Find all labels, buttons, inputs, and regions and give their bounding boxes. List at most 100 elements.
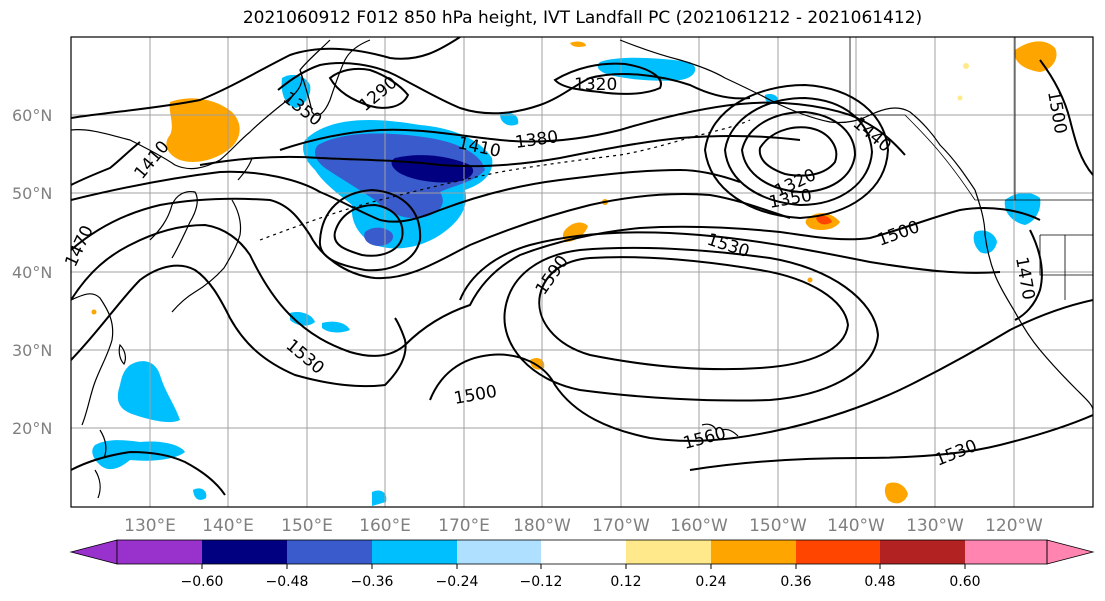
colorbar-tick-label: −0.36 — [351, 574, 394, 590]
ivt-negative-subtropics-4 — [322, 321, 350, 333]
contour-1530-se — [689, 414, 1093, 471]
colorbar-ticks — [201, 564, 966, 569]
west-america-coast — [974, 189, 1093, 411]
colorbar-bin — [202, 540, 287, 564]
lon-label-160e: 160°E — [359, 516, 411, 536]
colorbar-outline — [116, 539, 1048, 565]
colorbar-tick-label: −0.24 — [436, 574, 479, 590]
lon-label-150w: 150°W — [749, 516, 807, 536]
contour-gyre-low-1 — [333, 203, 404, 257]
contour-1500-south — [429, 299, 1093, 442]
ivt-positive-tiny-6 — [91, 309, 97, 315]
colorbar: −0.60 −0.48 −0.36 −0.24 −0.12 0.12 0.24 … — [69, 539, 1095, 590]
colorbar-tick-label: 0.24 — [695, 574, 726, 590]
ivt-negative-subtropics-5 — [372, 490, 387, 506]
japan-coast — [171, 157, 253, 313]
taiwan-coast — [118, 343, 126, 366]
ivt-positive-canada — [1014, 41, 1057, 72]
contour-label: 1380 — [514, 127, 560, 153]
ivt-negative-subtropics-2 — [92, 440, 185, 470]
kamchatka-coast — [299, 39, 371, 116]
contour-label: 1500 — [452, 382, 498, 409]
colorbar-tick-label: −0.60 — [181, 574, 224, 590]
lon-label-130w: 130°W — [906, 516, 964, 536]
graticule — [71, 37, 1093, 507]
contour-label: 1320 — [574, 75, 617, 95]
colorbar-tick-label: 0.60 — [949, 574, 980, 590]
contour-label: 1470 — [61, 222, 97, 270]
contour-1500 — [71, 207, 1041, 357]
contour-1500-east — [1039, 59, 1093, 176]
colorbar-bin — [541, 540, 626, 564]
colorbar-bin — [372, 540, 457, 564]
lat-label-50n: 50°N — [12, 184, 52, 203]
colorbar-tick-label: 0.12 — [610, 574, 641, 590]
ivt-negative-subtropics-6 — [193, 488, 207, 500]
lat-label-60n: 60°N — [12, 106, 52, 125]
contour-label: 1500 — [1043, 89, 1070, 135]
contour-1380-main — [279, 101, 906, 156]
colorbar-tick-label: −0.48 — [266, 574, 309, 590]
contour-1530-main — [459, 231, 1001, 301]
contour-label: 1530 — [704, 230, 751, 262]
ivt-positive-tiny-4 — [963, 63, 969, 69]
contour-label: 1500 — [875, 217, 922, 251]
contour-gulf-low-3 — [723, 96, 874, 207]
ivt-positive-manchuria — [166, 98, 240, 162]
ivt-positive-se — [884, 482, 908, 504]
contour-1290-low — [328, 67, 410, 109]
colorbar-tick-label: 0.36 — [780, 574, 811, 590]
lat-label-30n: 30°N — [12, 341, 52, 360]
contour-label: 1530 — [932, 436, 980, 471]
colorbar-extend-min — [69, 539, 118, 565]
lon-label-180w: 180°W — [513, 516, 571, 536]
lon-label-170e: 170°E — [438, 516, 490, 536]
contour-1530-west — [71, 450, 226, 496]
lon-label-160w: 160°W — [670, 516, 728, 536]
ivt-positive-gulf-core — [816, 215, 832, 225]
contour-edge-west — [71, 141, 141, 186]
contour-gulf-low-2 — [740, 110, 857, 194]
colorbar-bin — [287, 540, 372, 564]
latitude-labels: 60°N 50°N 40°N 30°N 20°N — [12, 106, 52, 438]
colorbar-tick-label: 0.48 — [864, 574, 895, 590]
contour-1410-north — [71, 37, 461, 119]
colorbar-bin — [965, 540, 1047, 564]
state-border-1 — [1039, 234, 1093, 300]
lon-label-120w: 120°W — [985, 516, 1043, 536]
ivt-negative-kamchatka — [281, 74, 311, 108]
contour-label: 1470 — [1011, 255, 1038, 301]
ivt-negative-pnw-2 — [973, 230, 997, 254]
ivt-negative-region-mid — [314, 133, 485, 219]
contour-1470 — [71, 193, 791, 280]
ivt-negative-aleutian-1 — [500, 112, 519, 126]
ivt-negative-small-1 — [364, 227, 394, 246]
china-coast — [71, 293, 114, 426]
contour-1530-south — [71, 264, 407, 388]
ivt-positive-tiny-3 — [807, 277, 813, 283]
hawaii-islands — [701, 423, 739, 437]
philippines-coast — [94, 429, 107, 499]
lon-label-140w: 140°W — [827, 516, 885, 536]
ivt-negative-pnw — [1004, 192, 1041, 225]
colorbar-bin — [796, 540, 880, 564]
colorbar-bin — [880, 540, 965, 564]
ivt-positive-tiny-5 — [957, 95, 963, 101]
colorbar-bin — [117, 540, 202, 564]
bc-alaska-border — [849, 37, 976, 201]
height-contours — [71, 37, 1093, 496]
contour-1410-main — [199, 134, 801, 168]
map-frame — [70, 36, 1094, 508]
ivt-negative-subtropics-1 — [117, 361, 180, 423]
ivt-positive-tiny-1 — [570, 41, 586, 47]
longitude-labels: 130°E 140°E 150°E 160°E 170°E 180°W 170°… — [124, 516, 1043, 536]
contour-1350-kamchatka — [277, 62, 751, 115]
lon-label-140e: 140°E — [202, 516, 254, 536]
korea-coast — [149, 190, 198, 259]
contour-gulf-low-4 — [703, 83, 890, 220]
contour-1560 — [503, 247, 880, 402]
contour-1590 — [538, 256, 850, 371]
lat-label-20n: 20°N — [12, 419, 52, 438]
lon-label-130e: 130°E — [124, 516, 176, 536]
